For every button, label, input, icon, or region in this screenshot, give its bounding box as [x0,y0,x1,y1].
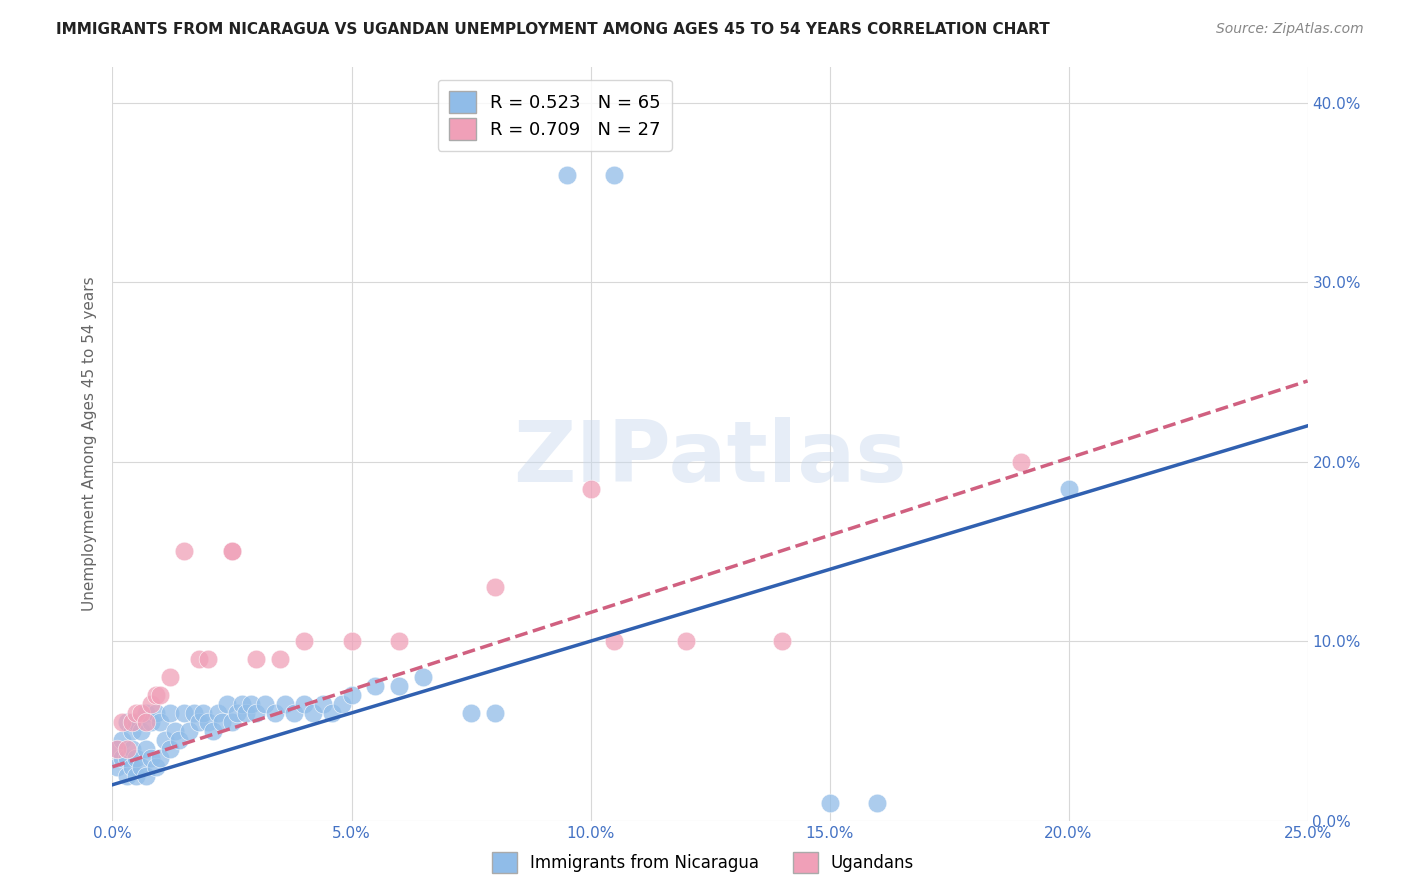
Point [129,723,152,738]
Point [139,697,162,711]
Point [173,706,195,720]
Point [579,482,602,496]
Point [245,652,267,666]
Point [105,742,128,756]
Point [292,634,315,648]
Point [135,706,157,720]
Point [121,723,143,738]
Point [115,742,138,756]
Point [484,706,506,720]
Point [211,714,233,729]
Point [675,634,697,648]
Point [183,706,205,720]
Point [145,706,167,720]
Point [115,751,138,765]
Point [125,714,148,729]
Point [121,760,143,774]
Point [283,706,305,720]
Point [321,706,343,720]
Legend: Immigrants from Nicaragua, Ugandans: Immigrants from Nicaragua, Ugandans [485,846,921,880]
Point [264,706,287,720]
Point [818,796,841,810]
Point [121,742,143,756]
Point [177,723,200,738]
Point [125,706,148,720]
Point [145,688,167,702]
Point [125,769,148,783]
Point [484,580,506,594]
Point [115,714,138,729]
Point [231,697,253,711]
Point [111,751,134,765]
Point [225,706,247,720]
Point [139,714,162,729]
Point [460,706,482,720]
Point [159,742,181,756]
Point [163,723,186,738]
Point [105,760,128,774]
Point [187,652,209,666]
Point [364,679,387,693]
Point [111,732,134,747]
Point [169,732,191,747]
Point [197,652,219,666]
Point [129,706,152,720]
Point [1057,482,1080,496]
Point [105,742,128,756]
Point [269,652,291,666]
Point [197,714,219,729]
Point [149,688,172,702]
Point [603,634,626,648]
Point [603,168,626,182]
Point [139,751,162,765]
Point [302,706,325,720]
Point [149,714,172,729]
Point [866,796,889,810]
Point [245,706,267,720]
Point [555,168,578,182]
Point [312,697,335,711]
Point [770,634,793,648]
Point [121,714,143,729]
Point [240,697,263,711]
Text: ZIPatlas: ZIPatlas [513,417,907,500]
Point [149,751,172,765]
Point [221,544,243,558]
Point [153,732,176,747]
Point [187,714,209,729]
Point [340,688,363,702]
Point [235,706,257,720]
Point [115,769,138,783]
Point [135,769,157,783]
Y-axis label: Unemployment Among Ages 45 to 54 years: Unemployment Among Ages 45 to 54 years [82,277,97,611]
Point [221,544,243,558]
Point [159,706,181,720]
Point [125,751,148,765]
Point [340,634,363,648]
Point [217,697,239,711]
Text: IMMIGRANTS FROM NICARAGUA VS UGANDAN UNEMPLOYMENT AMONG AGES 45 TO 54 YEARS CORR: IMMIGRANTS FROM NICARAGUA VS UGANDAN UNE… [56,22,1050,37]
Point [173,544,195,558]
Point [388,634,411,648]
Point [193,706,215,720]
Point [388,679,411,693]
Point [254,697,277,711]
Point [412,670,434,684]
Point [273,697,295,711]
Point [111,714,134,729]
Legend: R = 0.523   N = 65, R = 0.709   N = 27: R = 0.523 N = 65, R = 0.709 N = 27 [437,79,672,151]
Point [135,714,157,729]
Point [330,697,353,711]
Point [201,723,224,738]
Point [1010,455,1032,469]
Point [129,760,152,774]
Text: Source: ZipAtlas.com: Source: ZipAtlas.com [1216,22,1364,37]
Point [145,760,167,774]
Point [207,706,229,720]
Point [221,714,243,729]
Point [292,697,315,711]
Point [159,670,181,684]
Point [135,742,157,756]
